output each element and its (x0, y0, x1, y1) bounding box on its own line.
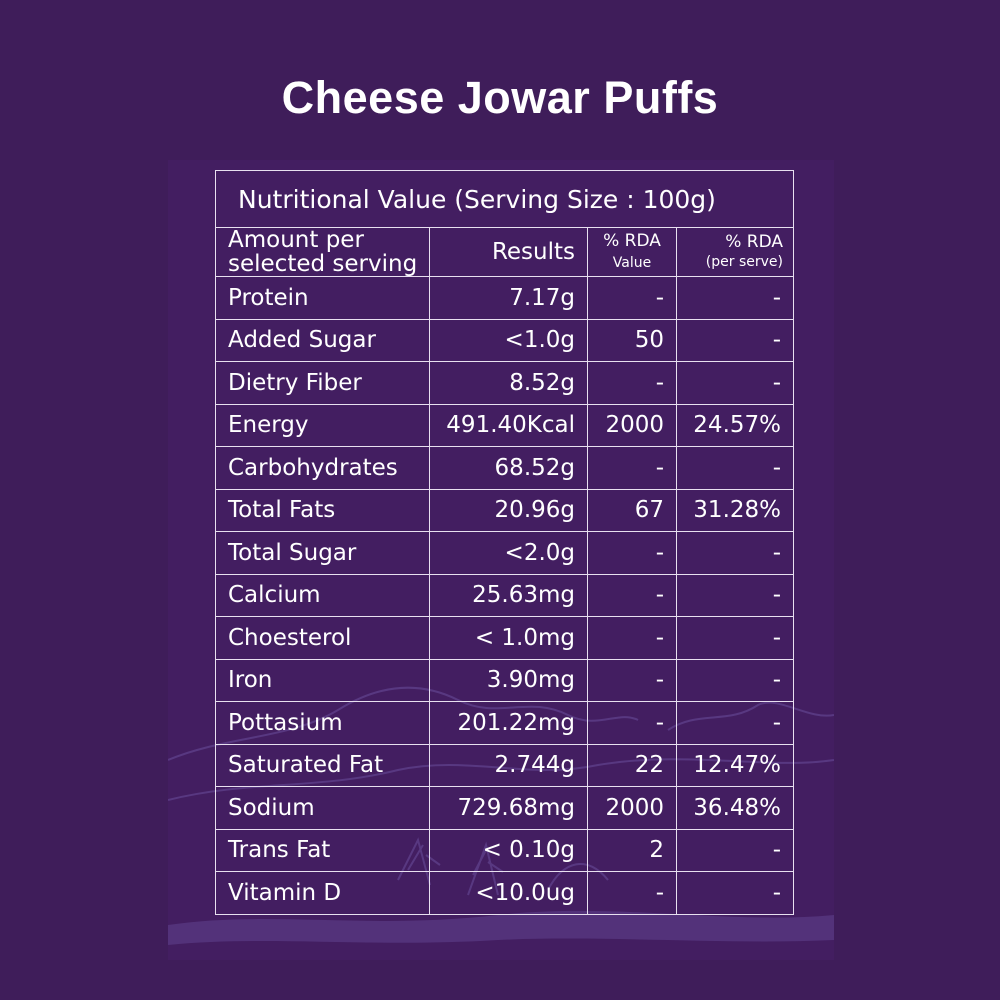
nutrient-result: 3.90mg (429, 658, 588, 702)
nutrient-name: Added Sugar (215, 318, 430, 362)
table-row: Calcium 25.63mg - - (215, 573, 794, 617)
nutrient-result: < 1.0mg (429, 616, 588, 660)
nutrient-rda-value: - (587, 658, 677, 702)
table-row: Sodium 729.68mg 2000 36.48% (215, 786, 794, 830)
nutrient-name: Energy (215, 403, 430, 447)
table-caption: Nutritional Value (Serving Size : 100g) (215, 170, 794, 228)
nutrient-rda-value: - (587, 446, 677, 490)
table-row: Trans Fat < 0.10g 2- (215, 828, 794, 872)
nutrient-rda-value: 50 (587, 318, 677, 362)
nutrient-name: Trans Fat (215, 828, 430, 872)
nutrient-rda-value: 67 (587, 488, 677, 532)
table-row: Protein 7.17g - - (215, 276, 794, 320)
nutrient-rda-value: - (587, 871, 677, 915)
nutrient-rda-per-serve: - (676, 318, 794, 362)
table-row: Vitamin D <10.0ug - - (215, 871, 794, 915)
nutrient-rda-value: 2000 (587, 403, 677, 447)
nutrient-rda-per-serve: - (676, 573, 794, 617)
nutrient-rda-value: 2 (587, 828, 677, 872)
header-rda-line2: Value (612, 255, 652, 271)
header-amount: Amount per selected serving (215, 227, 430, 277)
nutrient-rda-value: - (587, 276, 677, 320)
nutrient-rda-per-serve: - (676, 276, 794, 320)
nutrient-rda-per-serve: - (676, 531, 794, 575)
nutrient-name: Protein (215, 276, 430, 320)
header-rda-serve-line2: (per serve) (705, 254, 783, 270)
nutrient-rda-value: - (587, 573, 677, 617)
table-row: Dietry Fiber 8.52g - - (215, 361, 794, 405)
nutrient-rda-per-serve: - (676, 616, 794, 660)
table-header-row: Amount per selected serving Results % RD… (215, 227, 794, 277)
nutrient-name: Total Fats (215, 488, 430, 532)
nutrient-rda-per-serve: - (676, 701, 794, 745)
nutrient-rda-per-serve: - (676, 871, 794, 915)
nutrient-result: 201.22mg (429, 701, 588, 745)
nutrient-name: Carbohydrates (215, 446, 430, 490)
nutrient-result: < 0.10g (429, 828, 588, 872)
nutrient-name: Total Sugar (215, 531, 430, 575)
table-row: Added Sugar <1.0g 50- (215, 318, 794, 362)
nutrient-name: Choesterol (215, 616, 430, 660)
nutrient-result: 7.17g (429, 276, 588, 320)
table-row: Saturated Fat 2.744g 22 12.47% (215, 743, 794, 787)
nutrient-name: Pottasium (215, 701, 430, 745)
nutrient-result: <10.0ug (429, 871, 588, 915)
header-results: Results (429, 227, 588, 277)
nutrient-rda-per-serve: 24.57% (676, 403, 794, 447)
nutrient-name: Dietry Fiber (215, 361, 430, 405)
nutrient-result: 8.52g (429, 361, 588, 405)
table-row: Total Fats 20.96g 67 31.28% (215, 488, 794, 532)
nutrient-name: Calcium (215, 573, 430, 617)
nutrient-name: Iron (215, 658, 430, 702)
nutrient-result: 20.96g (429, 488, 588, 532)
nutrient-rda-value: - (587, 701, 677, 745)
nutrient-rda-value: - (587, 361, 677, 405)
header-rda-line1: % RDA (603, 231, 661, 251)
nutrient-name: Saturated Fat (215, 743, 430, 787)
page-title: Cheese Jowar Puffs (281, 72, 719, 123)
nutrient-rda-per-serve: - (676, 446, 794, 490)
nutrient-rda-value: 22 (587, 743, 677, 787)
header-amount-line1: Amount per (228, 227, 364, 253)
nutrition-table: Nutritional Value (Serving Size : 100g) … (215, 170, 794, 915)
nutrient-result: 2.744g (429, 743, 588, 787)
nutrient-rda-per-serve: 36.48% (676, 786, 794, 830)
nutrient-name: Vitamin D (215, 871, 430, 915)
nutrient-rda-per-serve: - (676, 828, 794, 872)
table-row: Carbohydrates 68.52g - - (215, 446, 794, 490)
table-row: Iron 3.90mg - - (215, 658, 794, 702)
nutrient-result: 729.68mg (429, 786, 588, 830)
nutrient-result: <2.0g (429, 531, 588, 575)
table-row: Pottasium 201.22mg - - (215, 701, 794, 745)
nutrient-result: 68.52g (429, 446, 588, 490)
nutrient-result: 491.40Kcal (429, 403, 588, 447)
nutrient-name: Sodium (215, 786, 430, 830)
nutrient-rda-value: 2000 (587, 786, 677, 830)
nutrient-rda-per-serve: 12.47% (676, 743, 794, 787)
nutrient-rda-per-serve: - (676, 658, 794, 702)
nutrient-result: 25.63mg (429, 573, 588, 617)
header-rda-serve-line1: % RDA (725, 232, 783, 252)
header-amount-line2: selected serving (228, 251, 418, 277)
nutrient-result: <1.0g (429, 318, 588, 362)
nutrient-rda-per-serve: - (676, 361, 794, 405)
nutrient-rda-value: - (587, 531, 677, 575)
header-rda-per-serve: % RDA (per serve) (676, 227, 794, 277)
nutrient-rda-value: - (587, 616, 677, 660)
table-row: Energy 491.40Kcal 2000 24.57% (215, 403, 794, 447)
nutrient-rda-per-serve: 31.28% (676, 488, 794, 532)
header-rda-value: % RDA Value (587, 227, 677, 277)
table-body: Protein 7.17g - - Added Sugar <1.0g 50- Dietry … (215, 276, 794, 915)
table-row: Choesterol < 1.0mg - - (215, 616, 794, 660)
table-caption-row: Nutritional Value (Serving Size : 100g) (215, 170, 794, 228)
table-row: Total Sugar <2.0g - - (215, 531, 794, 575)
